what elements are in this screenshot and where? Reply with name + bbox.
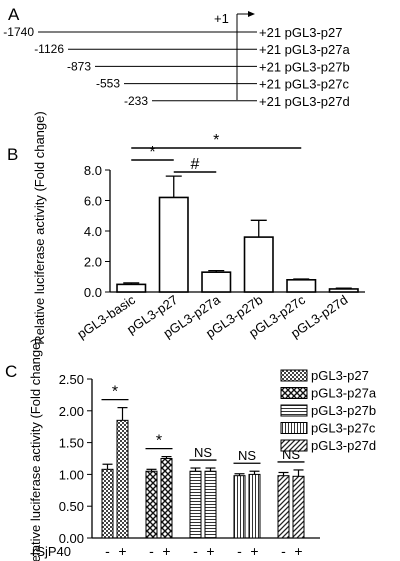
panel-c-bar [233,475,246,539]
panel-c-treatment-tick: - [105,543,110,559]
panel-c-treatment-tick: + [162,543,170,559]
panel-c-treatment-label: rSjP40 [32,544,71,559]
panel-b-bar [243,236,274,293]
panel-c-legend-swatch [280,439,308,452]
construct-name-label: +21 pGL3-p27a [259,42,350,57]
panel-c-treatment-tick: + [206,543,214,559]
construct-name-label: +21 pGL3-p27 [259,25,342,40]
panel-c-ytick-label: 2.00 [59,404,84,419]
panel-b-ytick-label: 4.0 [84,224,102,239]
panel-b: B Relative luciferase activity (Fold cha… [7,111,365,345]
construct-name-label: +21 pGL3-p27b [259,59,350,74]
construct-start-label: -233 [124,94,148,108]
panel-c-bar [277,475,290,539]
construct-name-label: +21 pGL3-p27c [259,77,349,92]
panel-b-ytick-label: 0.0 [84,285,102,300]
panel-c-bar [145,470,158,539]
panel-c-legend-label: pGL3-p27b [311,403,376,418]
panel-c-bar [189,470,202,539]
panel-c-ytick-label: 1.00 [59,467,84,482]
panel-c-treatment-tick: - [193,543,198,559]
panel-b-bar [201,271,232,293]
panel-b-bar [116,283,147,293]
panel-b-bar [328,288,359,293]
panel-c-ytick-label: 1.50 [59,436,84,451]
panel-c-significance-label: NS [238,448,256,463]
panel-c-legend-label: pGL3-p27d [311,438,376,453]
panel-c-ytick-label: 2.50 [59,372,84,387]
panel-c-treatment-tick: + [118,543,126,559]
panel-b-ytick-label: 6.0 [84,194,102,209]
panel-c-legend-swatch [280,404,308,417]
panel-c-treatment-tick: + [250,543,258,559]
panel-b-significance-label: # [191,156,200,173]
panel-c-legend-swatch [280,369,308,382]
panel-c-bar [116,419,129,539]
construct-start-label: -553 [96,77,120,91]
panel-b-label: B [7,145,18,164]
construct-start-label: -873 [67,59,91,73]
panel-c-ytick-label: 0.00 [59,531,84,546]
panel-b-significance-label: * [149,144,155,161]
panel-c-significance-label: NS [194,445,212,460]
panel-c-treatment-tick: - [281,543,286,559]
panel-c-legend-label: pGL3-p27c [311,421,376,436]
panel-c-legend-swatch [280,422,308,434]
panel-c-treatment-tick: - [237,543,242,559]
panel-b-bar [286,278,317,293]
panel-c-legend-label: pGL3-p27 [311,368,369,383]
panel-c-bar [160,458,173,539]
panel-c-label: C [5,362,17,381]
panel-c-significance-label: * [112,384,118,401]
panel-b-ylabel: Relative luciferase activity (Fold chang… [32,111,47,344]
panel-c-ytick-label: 0.50 [59,499,84,514]
construct-name-label: +21 pGL3-p27d [259,94,350,109]
panel-c-bar [101,468,114,539]
panel-c-treatment-tick: - [149,543,154,559]
construct-start-label: -1740 [3,25,34,39]
panel-c-legend: pGL3-p27 pGL3-p27a pGL3-p27b pGL3-p27c pGL3-… [280,368,377,453]
panel-c: C Relative luciferase activity (Fold cha… [5,338,377,561]
panel-b-ytick-label: 8.0 [84,163,102,178]
construct-start-label: -1126 [34,42,64,56]
panel-c-bar [292,475,305,539]
panel-b-bar [158,196,189,293]
panel-b-ytick-label: 2.0 [84,255,102,270]
panel-c-significance-label: * [156,433,162,450]
panel-c-bar [248,473,261,539]
panel-a: A +1 -1740 +21 pGL3-p27 -1126 +21 pGL3-p27a… [3,5,350,109]
tss-label: +1 [214,11,229,26]
panel-a-label: A [8,5,20,24]
panel-c-treatment-tick: + [294,543,302,559]
panel-c-bar [204,470,217,539]
panel-c-legend-label: pGL3-p27a [311,386,377,401]
panel-c-legend-swatch [280,387,308,399]
panel-c-ylabel: Relative luciferase activity (Fold chang… [28,338,43,561]
panel-b-significance-label: * [213,132,219,149]
tss-arrow [236,11,255,100]
